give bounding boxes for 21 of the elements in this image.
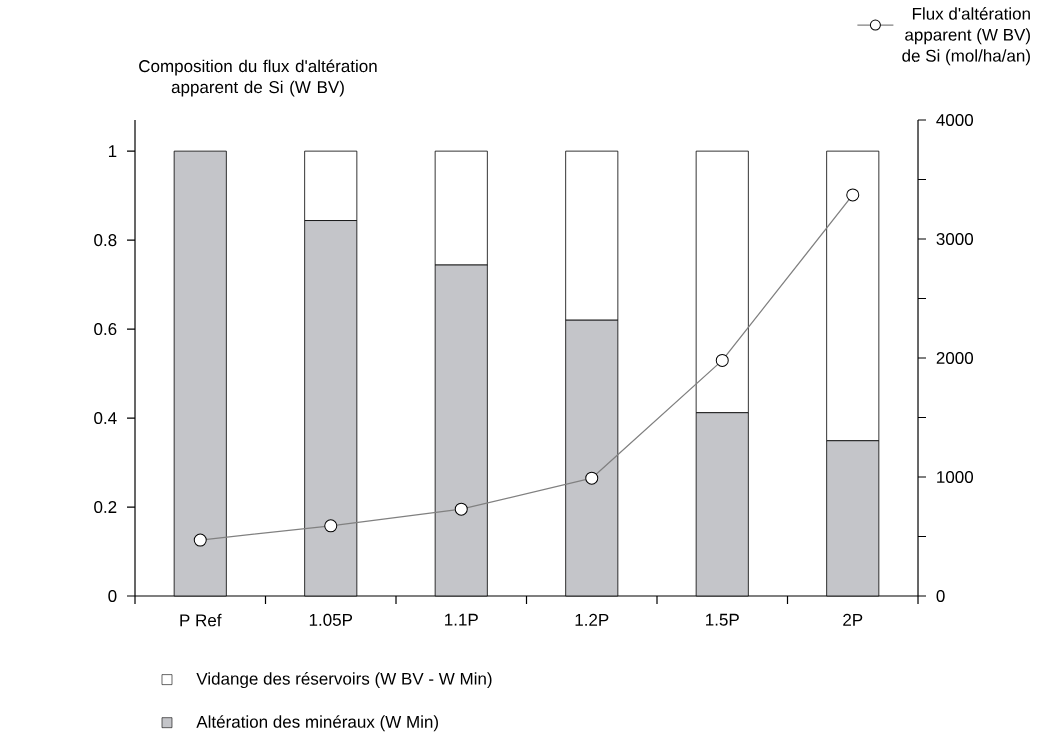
legend-label: Altération des minéraux (W Min) <box>196 715 438 732</box>
y-tick-label: 0.4 <box>94 412 117 425</box>
x-tick-label: 1.1P <box>445 613 478 626</box>
y2-tick-label: 4000 <box>936 113 974 127</box>
y-axis-title: Composition du flux d'altération apparent de Si (W BV) <box>139 59 377 97</box>
y2-tick-label: 1000 <box>937 470 974 484</box>
y2-tick-label: 2000 <box>936 351 974 365</box>
x-tick-label: 1.05P <box>309 613 353 626</box>
legend-label: Flux d'altération apparent (W BV) de Si (mol/ha/an) <box>902 7 1030 66</box>
x-tick-label: 1.5P <box>706 613 739 626</box>
x-tick-label: P Ref <box>180 613 222 627</box>
y-tick-label: 0.8 <box>94 234 117 247</box>
y2-tick-label: 3000 <box>936 232 974 246</box>
y2-tick-label: 0 <box>936 589 945 603</box>
legend-label: Vidange des réservoirs (W BV - W Min) <box>196 672 492 689</box>
y-tick-label: 0 <box>108 589 117 603</box>
y-tick-label: 1 <box>108 145 117 157</box>
y-tick-label: 0.6 <box>94 323 117 336</box>
x-tick-label: 2P <box>843 613 863 626</box>
x-tick-label: 1.2P <box>575 613 609 626</box>
y-tick-label: 0.2 <box>94 501 117 514</box>
